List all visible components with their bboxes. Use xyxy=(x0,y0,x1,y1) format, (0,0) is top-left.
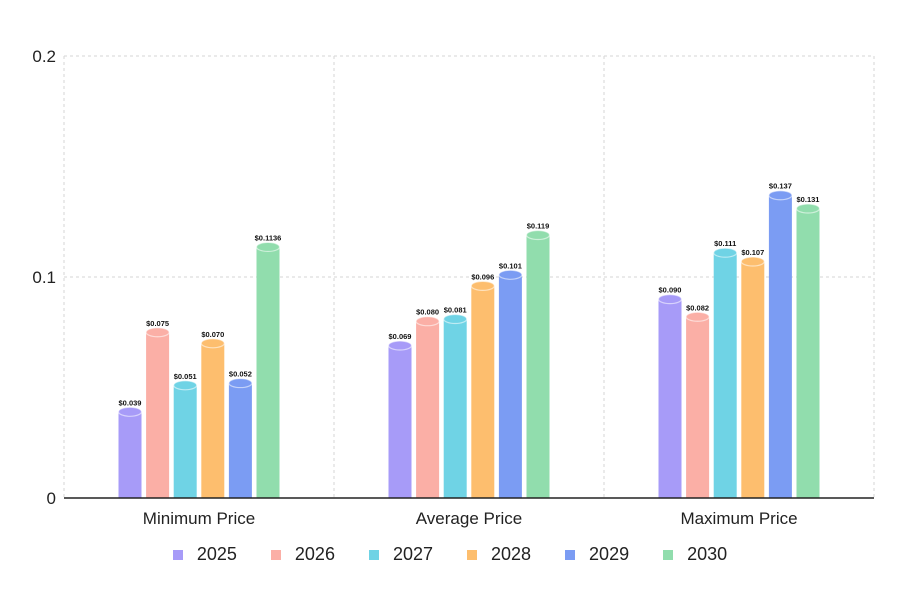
bar-cap xyxy=(657,294,683,305)
legend-swatch xyxy=(467,549,477,560)
legend-label: 2026 xyxy=(294,544,335,564)
bars xyxy=(117,190,821,499)
legend-item[interactable]: 2028 xyxy=(467,544,531,565)
bar xyxy=(118,411,142,498)
bar-cap xyxy=(740,256,765,267)
bar xyxy=(443,318,467,498)
bar xyxy=(713,252,737,498)
data-labels: $0.039 $0.075 $0.051 $0.070 $0.052 $0.1136 $0.… xyxy=(119,182,820,408)
bar-cap xyxy=(145,327,170,338)
data-label: $0.137 xyxy=(769,182,792,191)
y-tick-label: 0.1 xyxy=(32,268,56,287)
legend-swatch xyxy=(270,549,281,560)
bar-cap xyxy=(768,190,793,201)
bar xyxy=(658,299,682,498)
bar-cap xyxy=(173,380,198,391)
bar-cap xyxy=(415,316,440,327)
legend-item[interactable]: 2030 xyxy=(663,544,727,565)
data-label: $0.080 xyxy=(416,308,439,317)
bar-cap xyxy=(498,269,523,280)
legend-label: 2025 xyxy=(196,544,237,564)
data-label: $0.082 xyxy=(686,303,709,312)
data-label: $0.081 xyxy=(444,305,467,314)
legend-swatch xyxy=(663,549,674,560)
bar xyxy=(256,246,280,498)
x-tick-label: Minimum Price xyxy=(143,509,255,528)
data-label: $0.101 xyxy=(499,261,522,270)
y-tick-label: 0 xyxy=(47,489,56,508)
legend-label: 2030 xyxy=(687,544,728,564)
data-label: $0.075 xyxy=(146,319,169,328)
bar-cap xyxy=(255,241,281,253)
x-tick-label: Maximum Price xyxy=(680,509,797,528)
x-tick-label: Average Price xyxy=(416,509,522,528)
data-label: $0.090 xyxy=(659,286,682,295)
data-label: $0.051 xyxy=(174,372,197,381)
bar-cap xyxy=(117,406,143,417)
legend-item[interactable]: 2026 xyxy=(270,544,335,565)
legend-swatch xyxy=(368,549,379,560)
data-label: $0.1136 xyxy=(255,233,282,242)
bar xyxy=(471,285,495,498)
bar-cap xyxy=(470,280,495,291)
data-label: $0.069 xyxy=(389,332,412,341)
data-label: $0.119 xyxy=(527,222,550,231)
legend-label: 2028 xyxy=(491,544,532,564)
y-tick-label: 0.2 xyxy=(32,47,56,66)
bar xyxy=(768,195,792,499)
data-label: $0.070 xyxy=(201,330,224,339)
bar-cap xyxy=(387,340,413,351)
bar xyxy=(741,261,765,498)
bar xyxy=(526,235,550,498)
legend-item[interactable]: 2025 xyxy=(172,544,237,565)
data-label: $0.096 xyxy=(471,272,494,281)
data-label: $0.131 xyxy=(797,195,820,204)
bar xyxy=(228,383,252,498)
data-label: $0.039 xyxy=(119,398,142,407)
bar-cap xyxy=(228,377,253,389)
bar xyxy=(416,321,440,498)
bar xyxy=(796,208,820,499)
legend-swatch xyxy=(172,549,183,560)
legend-item[interactable]: 2029 xyxy=(565,544,629,565)
bar xyxy=(173,385,197,498)
bar-cap xyxy=(713,247,738,258)
bar xyxy=(686,316,710,498)
bar-cap xyxy=(525,229,551,241)
bar-cap xyxy=(795,203,821,214)
bar xyxy=(498,274,522,498)
legend-label: 2029 xyxy=(589,544,630,564)
gridlines xyxy=(63,55,875,498)
bar-cap xyxy=(200,338,225,349)
bar-cap xyxy=(685,311,710,322)
legend: 2025 2026 2027 2028 2029 2030 xyxy=(0,544,900,565)
axes: 0 0.1 0.2 Minimum Price Average Price Maximum… xyxy=(32,47,874,528)
bar-cap xyxy=(443,313,468,325)
legend-item[interactable]: 2027 xyxy=(368,544,433,565)
bar xyxy=(201,343,225,498)
data-label: $0.052 xyxy=(229,370,252,379)
legend-swatch xyxy=(565,549,576,560)
data-label: $0.107 xyxy=(741,248,764,257)
bar xyxy=(146,332,170,498)
legend-label: 2027 xyxy=(392,544,433,564)
bar xyxy=(388,345,412,498)
data-label: $0.111 xyxy=(714,239,736,248)
